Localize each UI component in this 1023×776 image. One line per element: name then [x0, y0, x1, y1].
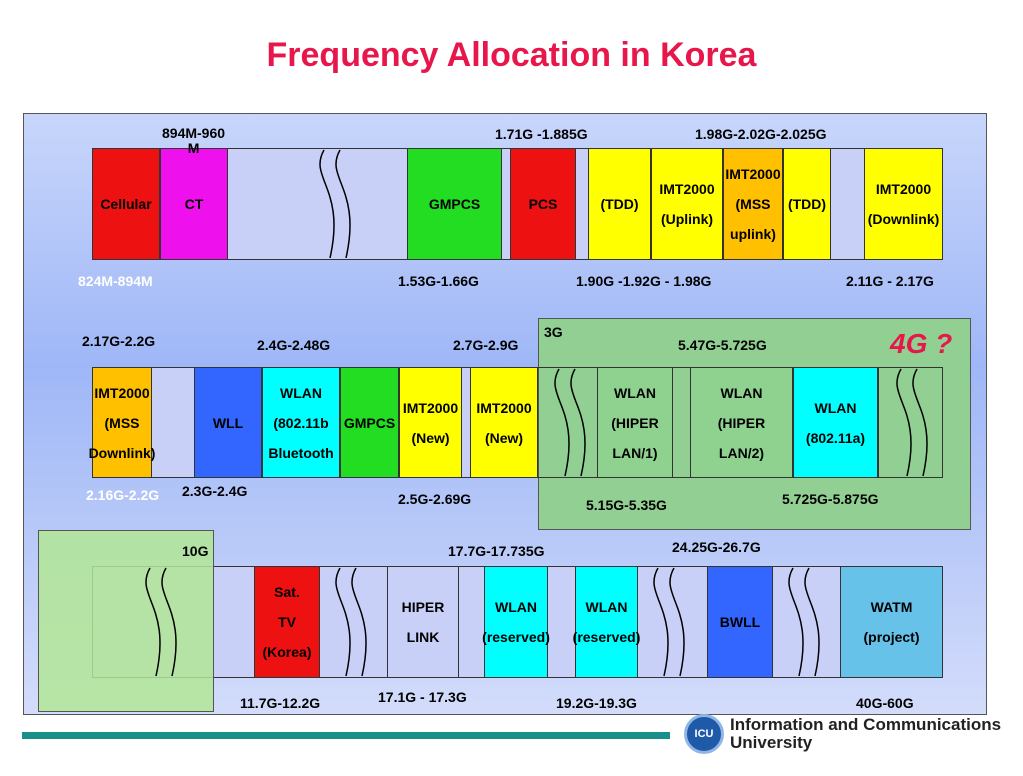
label-1-98g: 1.98G-2.02G-2.025G — [695, 126, 827, 142]
block-bwll: BWLL — [707, 566, 773, 678]
block-watm: WATM (project) — [840, 566, 943, 678]
block-tdd-1: (TDD) — [588, 148, 651, 260]
block-ct: CT — [160, 148, 228, 260]
org-line-2: University — [730, 733, 813, 752]
block-imt2000-new-2: IMT2000 (New) — [470, 367, 538, 478]
label-5-15g: 5.15G-5.35G — [586, 497, 667, 513]
university-name: Information and Communications Universit… — [730, 716, 1001, 752]
break-icon — [896, 368, 928, 477]
block-wlan-hiperlan1: WLAN (HIPER LAN/1) — [597, 367, 673, 478]
label-824m-894m: 824M-894M — [78, 273, 153, 289]
label-2-7g: 2.7G-2.9G — [453, 337, 519, 353]
label-17-1g: 17.1G - 17.3G — [378, 689, 467, 705]
footer-bar — [22, 732, 670, 739]
block-wlan-80211a: WLAN (802.11a) — [793, 367, 878, 478]
block-imt2000-uplink: IMT2000 (Uplink) — [651, 148, 723, 260]
label-11-7g: 11.7G-12.2G — [240, 695, 321, 711]
block-imt2000-new-1: IMT2000 (New) — [399, 367, 462, 478]
label-10g: 10G — [182, 543, 209, 559]
label-2-4g: 2.4G-2.48G — [257, 337, 331, 353]
block-wlan-reserved-2: WLAN (reserved) — [573, 566, 640, 678]
block-wlan-reserved-1: WLAN (reserved) — [482, 566, 550, 678]
label-40g: 40G-60G — [856, 695, 914, 711]
block-tdd-2: (TDD) — [783, 148, 831, 260]
row2-band-right — [878, 367, 943, 478]
break-icon — [319, 149, 351, 259]
break-icon — [145, 567, 177, 677]
label-1-71g: 1.71G -1.885G — [495, 126, 588, 142]
block-wlan-bluetooth: WLAN (802.11b Bluetooth — [262, 367, 340, 478]
break-icon — [335, 567, 367, 677]
label-1-90g: 1.90G -1.92G - 1.98G — [576, 273, 712, 289]
region-10g — [38, 530, 214, 712]
label-3g: 3G — [544, 324, 563, 340]
break-icon — [653, 567, 685, 677]
block-imt2000-mss-uplink: IMT2000 (MSS uplink) — [723, 148, 783, 260]
label-17-7g: 17.7G-17.735G — [448, 543, 545, 559]
label-2-11g: 2.11G - 2.17G — [846, 273, 934, 289]
label-5-47g: 5.47G-5.725G — [678, 337, 767, 353]
label-2-5g: 2.5G-2.69G — [398, 491, 472, 507]
label-5-725g: 5.725G-5.875G — [782, 491, 879, 507]
block-wlan-hiperlan2: WLAN (HIPER LAN/2) — [690, 367, 793, 478]
block-hiper-link: HIPER LINK — [387, 566, 459, 678]
label-2-16g: 2.16G-2.2G — [86, 487, 160, 503]
block-sat-tv: Sat. TV (Korea) — [254, 566, 320, 678]
block-gmpcs-2: GMPCS — [340, 367, 399, 478]
label-2-3g: 2.3G-2.4G — [182, 483, 248, 499]
label-24-25g: 24.25G-26.7G — [672, 539, 761, 555]
block-cellular: Cellular — [92, 148, 160, 260]
block-imt2000-downlink: IMT2000 (Downlink) — [864, 148, 943, 260]
block-wll: WLL — [194, 367, 262, 478]
label-2-17g: 2.17G-2.2G — [82, 333, 156, 349]
org-line-1: Information and Communications — [730, 715, 1002, 734]
label-19-2g: 19.2G-19.3G — [556, 695, 637, 711]
break-icon — [788, 567, 820, 677]
label-1-53g: 1.53G-1.66G — [398, 273, 479, 289]
block-gmpcs: GMPCS — [407, 148, 502, 260]
block-imt2000-mss-downlink: IMT2000 (MSS Downlink) — [89, 367, 155, 478]
page-title: Frequency Allocation in Korea — [266, 36, 757, 74]
label-4g: 4G ? — [890, 328, 953, 359]
university-logo: ICU — [684, 714, 724, 754]
label-894m-960m: 894M-960 M — [162, 125, 226, 156]
break-icon — [554, 368, 586, 477]
block-pcs: PCS — [510, 148, 576, 260]
